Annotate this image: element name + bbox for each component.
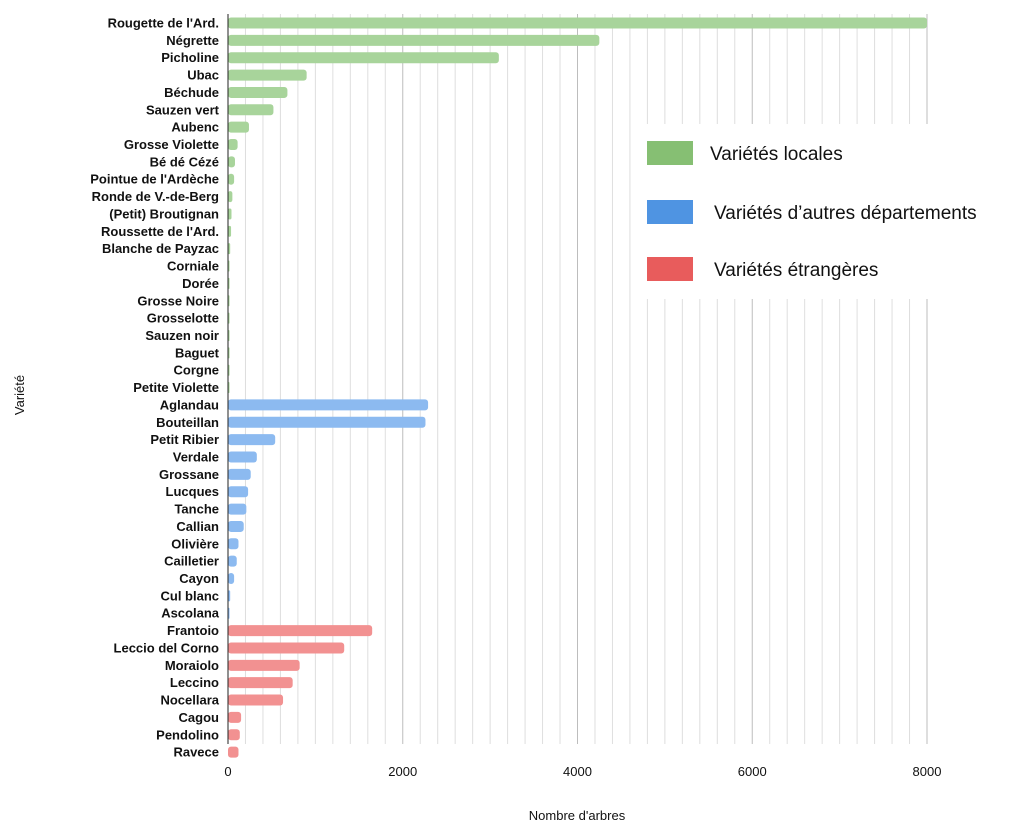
x-tick-label: 8000 xyxy=(913,764,942,779)
category-label: Sauzen vert xyxy=(146,102,220,117)
bar xyxy=(228,659,300,671)
category-label: Blanche de Payzac xyxy=(102,241,219,256)
bar xyxy=(228,451,257,463)
legend-label: Variétés locales xyxy=(710,144,843,165)
legend-swatch xyxy=(647,200,693,224)
category-label: Négrette xyxy=(166,33,219,48)
bar xyxy=(228,729,240,741)
category-label: Pointue de l'Ardèche xyxy=(90,172,219,187)
x-tick-label: 4000 xyxy=(563,764,592,779)
category-label: Cailletier xyxy=(164,554,219,569)
bar xyxy=(228,52,499,64)
bar xyxy=(228,104,274,116)
bar xyxy=(228,503,247,515)
x-tick-labels: 0 2000 4000 6000 8000 xyxy=(224,764,941,779)
bar xyxy=(228,625,373,637)
category-label: Rougette de l'Ard. xyxy=(108,16,219,31)
bar xyxy=(228,243,231,255)
category-label: Lucques xyxy=(166,484,219,499)
category-label: Cagou xyxy=(179,710,220,725)
category-label: Ronde de V.-de-Berg xyxy=(92,189,219,204)
bar xyxy=(228,573,235,585)
bar xyxy=(228,694,284,706)
bar xyxy=(228,86,288,98)
bar xyxy=(228,225,232,237)
category-label: (Petit) Broutignan xyxy=(109,206,219,221)
bar xyxy=(228,434,276,446)
legend-swatch xyxy=(647,257,693,281)
bar xyxy=(228,399,429,411)
bar xyxy=(228,538,239,550)
category-label: Bouteillan xyxy=(156,415,219,430)
category-label: Aglandau xyxy=(160,397,219,412)
bar xyxy=(228,208,232,220)
bars xyxy=(228,17,927,758)
bar xyxy=(228,642,345,654)
category-label: Leccino xyxy=(170,675,219,690)
category-label: Cul blanc xyxy=(160,588,219,603)
bar xyxy=(228,590,231,602)
category-label: Grosselotte xyxy=(147,311,219,326)
y-axis-title: Variété xyxy=(12,375,27,415)
category-label: Cayon xyxy=(179,571,219,586)
bar xyxy=(228,746,239,758)
gridlines xyxy=(227,14,928,744)
category-label: Verdale xyxy=(173,450,219,465)
bar xyxy=(228,677,293,689)
bar xyxy=(228,156,235,168)
legend-swatch xyxy=(647,141,693,165)
category-label: Sauzen noir xyxy=(145,328,219,343)
category-label: Ascolana xyxy=(161,606,220,621)
category-label: Olivière xyxy=(171,536,219,551)
bar xyxy=(228,34,600,46)
category-label: Leccio del Corno xyxy=(114,640,220,655)
category-label: Bé dé Cézé xyxy=(150,154,219,169)
bar xyxy=(228,173,235,185)
legend-background xyxy=(636,124,1034,299)
bar xyxy=(228,69,307,81)
legend-label: Variétés d’autres départements xyxy=(714,203,977,224)
legend-label: Variétés étrangères xyxy=(714,260,878,281)
bar xyxy=(228,121,249,133)
bar xyxy=(228,468,251,480)
legend: Variétés locales Variétés d’autres départ… xyxy=(636,124,1034,299)
category-label: Callian xyxy=(176,519,219,534)
category-label: Ubac xyxy=(187,68,219,83)
bar xyxy=(228,416,426,428)
category-label: Grosse Noire xyxy=(137,293,219,308)
x-tick-label: 0 xyxy=(224,764,231,779)
category-label: Aubenc xyxy=(171,120,219,135)
category-label: Petite Violette xyxy=(133,380,219,395)
category-label: Petit Ribier xyxy=(150,432,219,447)
category-label: Pendolino xyxy=(156,727,219,742)
bar xyxy=(228,17,927,29)
category-label: Dorée xyxy=(182,276,219,291)
bar xyxy=(228,486,249,498)
x-tick-label: 2000 xyxy=(388,764,417,779)
category-label: Baguet xyxy=(175,345,220,360)
category-label: Picholine xyxy=(161,50,219,65)
category-label: Roussette de l'Ard. xyxy=(101,224,219,239)
category-label: Tanche xyxy=(174,502,219,517)
category-label: Corniale xyxy=(167,259,219,274)
category-label: Moraiolo xyxy=(165,658,219,673)
category-label: Corgne xyxy=(174,363,220,378)
x-axis-title: Nombre d'arbres xyxy=(529,808,626,823)
bar xyxy=(228,191,233,203)
x-tick-label: 6000 xyxy=(738,764,767,779)
bar xyxy=(228,555,237,567)
category-labels: Rougette de l'Ard. Négrette Picholine Ubac B… xyxy=(90,16,220,760)
category-label: Nocellara xyxy=(160,693,219,708)
category-label: Frantoio xyxy=(167,623,219,638)
bar xyxy=(228,711,242,723)
bar xyxy=(228,139,238,151)
category-label: Béchude xyxy=(164,85,219,100)
category-label: Grossane xyxy=(159,467,219,482)
bar xyxy=(228,520,244,532)
category-label: Grosse Violette xyxy=(124,137,219,152)
category-label: Ravece xyxy=(173,745,219,760)
